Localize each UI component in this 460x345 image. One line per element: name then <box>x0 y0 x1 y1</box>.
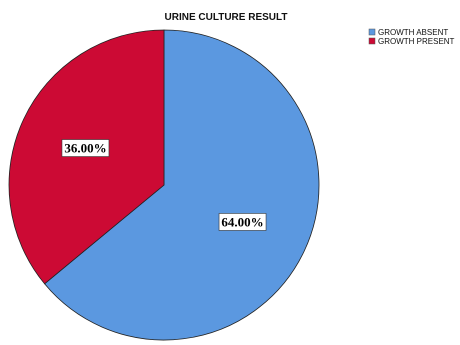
data-label-growth-absent: 64.00% <box>221 214 263 229</box>
chart-title: URINE CULTURE RESULT <box>165 12 288 23</box>
data-label-box-growth-absent <box>218 213 267 231</box>
legend-swatch-growth-present <box>368 37 376 45</box>
pie-data-labels: 64.00% 36.00% <box>61 139 267 231</box>
pie-slice-growth-absent <box>44 29 320 341</box>
legend-swatch-growth-absent <box>368 28 376 36</box>
data-label-growth-present: 36.00% <box>64 141 106 156</box>
legend-label-growth-absent: GROWTH ABSENT <box>378 28 448 37</box>
pie-slices <box>8 29 320 341</box>
legend: GROWTH ABSENT GROWTH PRESENT <box>368 28 455 46</box>
legend-label-growth-present: GROWTH PRESENT <box>378 37 455 46</box>
data-label-box-growth-present <box>61 139 110 157</box>
pie-slice-growth-present <box>8 29 165 285</box>
